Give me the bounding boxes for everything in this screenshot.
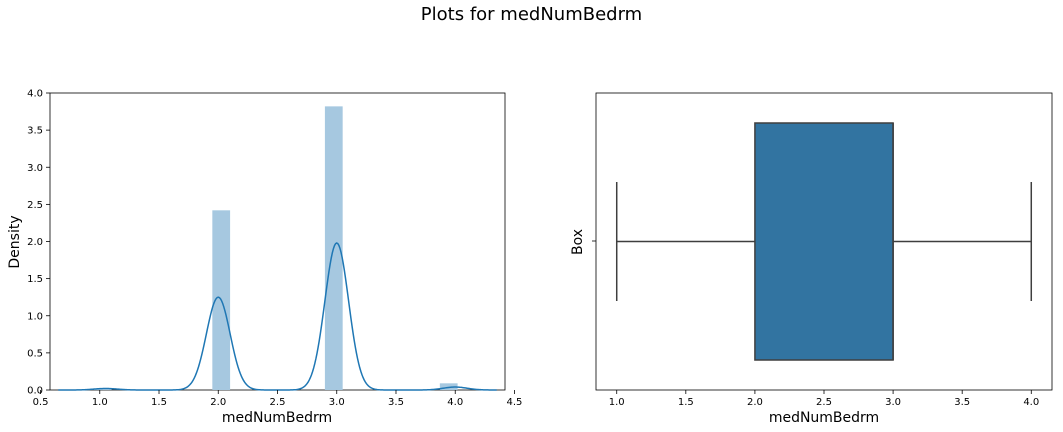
histogram-x-tick-label: 1.0 [92,397,108,408]
figure-title: Plots for medNumBedrm [420,4,643,25]
interquartile-box [754,122,894,361]
histogram-y-tick-label: 3.5 [27,126,43,137]
histogram-x-label: medNumBedrm [222,410,332,426]
histogram-y-ticks: 0.0 0.5 1.0 1.5 2.0 2.5 3.0 3.5 4.0 [27,89,50,397]
histogram-x-tick-label: 3.0 [329,397,345,408]
histogram-panel: 0.5 1.0 1.5 2.0 2.5 3.0 3.5 4.0 4.5 0.00.51.01.5… [7,89,522,427]
histogram-x-tick-label: 4.0 [447,397,463,408]
boxplot-x-tick-label: 1.0 [609,397,625,408]
boxplot-y-label: Box [570,229,586,255]
histogram-bars [93,106,458,391]
histogram-bar [439,383,458,390]
boxplot-x-tick-label: 1.5 [678,397,694,408]
histogram-y-tick-label: 2.0 [27,237,43,248]
histogram-y-tick-label: 2.5 [27,200,43,211]
histogram-y-tick-label: 0.0 [27,386,43,397]
boxplot-x-label: medNumBedrm [769,410,879,426]
histogram-x-tick-label: 2.5 [270,397,286,408]
boxplot-panel: 1.0 1.5 2.0 2.5 3.0 3.5 4.0 medNumBedrm Box [570,92,1053,426]
histogram-x-tick-label: 3.5 [388,397,404,408]
histogram-x-tick-label: 1.5 [151,397,167,408]
histogram-x-tick-label: 2.0 [210,397,226,408]
histogram-y-tick-label: 0.5 [27,348,43,359]
boxplot-x-tick-label: 3.0 [885,397,901,408]
histogram-y-label: Density [7,215,23,268]
boxplot-shapes [615,122,1033,361]
kde-curve [58,242,497,391]
histogram-y-tick-label: 1.5 [27,274,43,285]
histogram-y-tick-label: 3.0 [27,163,43,174]
histogram-x-ticks: 0.5 1.0 1.5 2.0 2.5 3.0 3.5 4.0 4.5 [33,390,523,408]
histogram-y-tick-label: 4.0 [27,89,43,100]
boxplot-x-tick-label: 2.5 [816,397,832,408]
histogram-x-tick-label: 4.5 [507,397,523,408]
boxplot-x-tick-label: 3.5 [954,397,970,408]
histogram-bar [93,389,112,390]
boxplot-x-tick-label: 4.0 [1023,397,1039,408]
boxplot-x-tick-label: 2.0 [747,397,763,408]
histogram-axes-frame [49,92,506,391]
histogram-x-tick-label: 0.5 [33,397,49,408]
histogram-y-tick-label: 1.0 [27,311,43,322]
boxplot-x-ticks: 1.0 1.5 2.0 2.5 3.0 3.5 4.0 [609,390,1039,408]
